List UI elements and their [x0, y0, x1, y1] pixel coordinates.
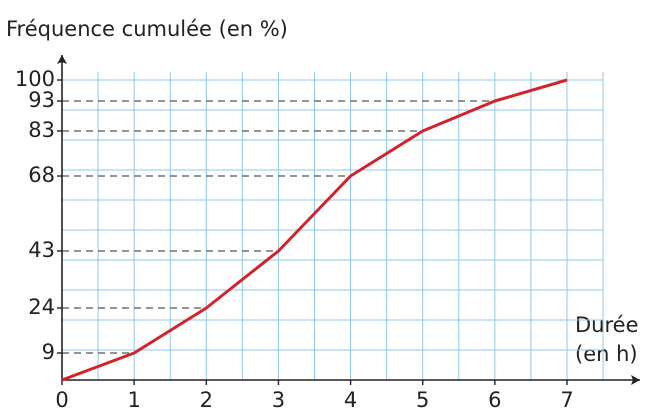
x-tick-label: 6	[488, 388, 501, 412]
y-tick-label: 100	[15, 67, 55, 91]
x-tick-label: 5	[416, 388, 429, 412]
x-tick-label: 4	[344, 388, 357, 412]
y-axis-arrow	[57, 55, 67, 64]
x-axis-arrow	[631, 375, 640, 385]
y-tick-label: 68	[28, 163, 55, 187]
y-tick-label: 43	[28, 238, 55, 262]
data-line	[61, 78, 568, 382]
y-tick-label: 83	[28, 118, 55, 142]
x-tick-label: 0	[55, 388, 68, 412]
x-tick-label: 1	[127, 388, 140, 412]
y-tick-label: 93	[28, 88, 55, 112]
x-axis-label: Durée	[575, 313, 639, 337]
x-tick-label: 7	[560, 388, 573, 412]
y-tick-label: 24	[28, 295, 55, 319]
x-tick-label: 2	[200, 388, 213, 412]
x-tick-label: 3	[272, 388, 285, 412]
chart-title: Fréquence cumulée (en %)	[6, 17, 288, 41]
y-tick-label: 9	[42, 340, 55, 364]
x-axis-label: (en h)	[575, 342, 638, 366]
